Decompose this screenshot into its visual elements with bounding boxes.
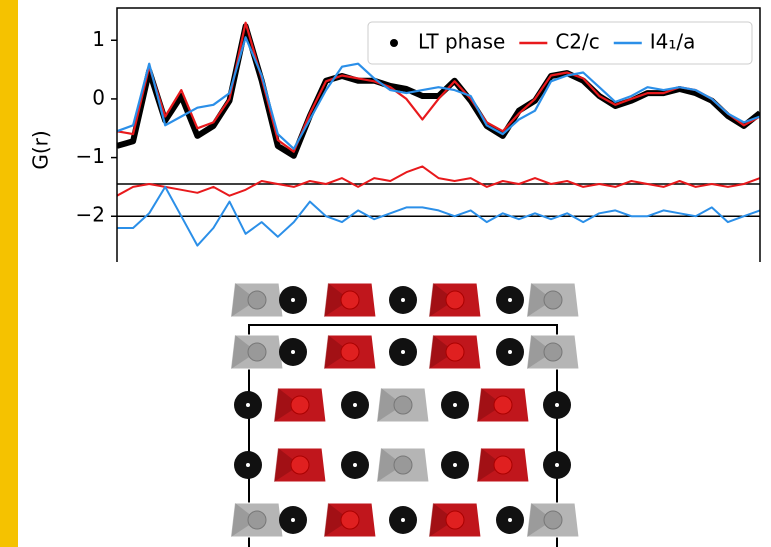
atom-highlight	[508, 350, 512, 354]
series-line	[117, 166, 760, 195]
figure: G(r) 1 0 −1 −2 LT phase C2/c I4₁/a	[0, 0, 771, 547]
center-atom	[248, 511, 266, 529]
center-atom	[248, 291, 266, 309]
atom-highlight	[508, 518, 512, 522]
atom-highlight	[453, 403, 457, 407]
y-axis-label: G(r)	[29, 130, 53, 169]
center-atom	[291, 456, 309, 474]
center-atom	[544, 291, 562, 309]
y-tick-label: 1	[92, 27, 105, 51]
center-atom	[446, 291, 464, 309]
center-atom	[446, 511, 464, 529]
atom-highlight	[291, 518, 295, 522]
atom-highlight	[555, 463, 559, 467]
center-atom	[248, 343, 266, 361]
atom-highlight	[508, 298, 512, 302]
center-atom	[494, 396, 512, 414]
plot: G(r) 1 0 −1 −2 LT phase C2/c I4₁/a	[29, 8, 761, 262]
atom-highlight	[555, 403, 559, 407]
legend-label: LT phase	[418, 30, 505, 54]
center-atom	[394, 396, 412, 414]
atom-highlight	[401, 518, 405, 522]
crystal-structure	[231, 283, 579, 547]
atom-highlight	[291, 350, 295, 354]
center-atom	[341, 511, 359, 529]
center-atom	[494, 456, 512, 474]
legend-marker	[390, 39, 398, 47]
center-atom	[544, 343, 562, 361]
atom-highlight	[401, 350, 405, 354]
y-tick-label: −2	[76, 203, 105, 227]
atom-highlight	[291, 298, 295, 302]
atom-highlight	[353, 463, 357, 467]
center-atom	[394, 456, 412, 474]
side-bar	[0, 0, 18, 547]
center-atom	[544, 511, 562, 529]
y-tick-label: 0	[92, 85, 105, 109]
legend-label: C2/c	[555, 30, 599, 54]
atom-highlight	[246, 403, 250, 407]
atom-highlight	[246, 463, 250, 467]
center-atom	[291, 396, 309, 414]
atom-highlight	[401, 298, 405, 302]
atom-highlight	[353, 403, 357, 407]
legend: LT phase C2/c I4₁/a	[368, 22, 752, 64]
atom-highlight	[453, 463, 457, 467]
legend-label: I4₁/a	[650, 30, 696, 54]
center-atom	[446, 343, 464, 361]
center-atom	[341, 343, 359, 361]
y-tick-label: −1	[76, 144, 105, 168]
center-atom	[341, 291, 359, 309]
